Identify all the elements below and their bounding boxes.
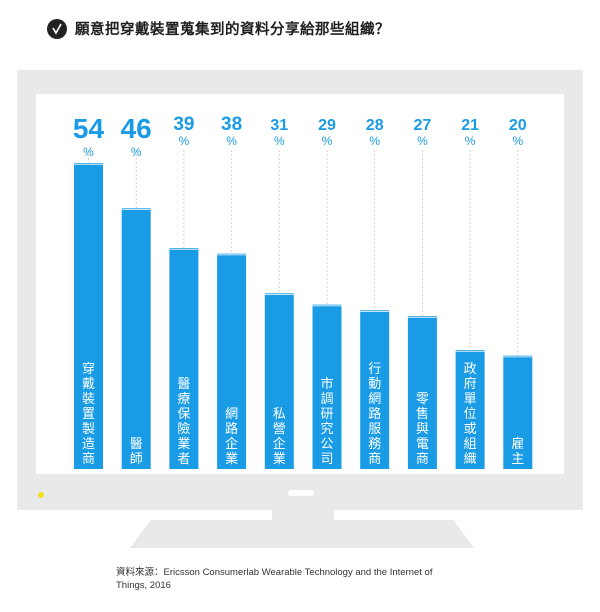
bar [312, 304, 342, 469]
bar [169, 248, 199, 469]
category-label: 雇主 [511, 436, 524, 467]
data-label: 29 [318, 117, 336, 134]
unit-label: % [369, 134, 380, 148]
data-label: 39 [173, 114, 194, 135]
unit-label: % [226, 134, 237, 148]
bar [455, 350, 485, 469]
unit-label: % [512, 134, 523, 148]
bar [264, 293, 294, 469]
data-label: 54 [73, 113, 105, 144]
category-label: 私營企業 [273, 407, 286, 467]
data-label: 27 [414, 117, 432, 134]
bar [217, 253, 247, 469]
check-icon [47, 18, 67, 39]
unit-label: % [465, 134, 476, 148]
bar [74, 163, 103, 469]
data-label: 46 [121, 113, 152, 144]
monitor-stand-neck [272, 510, 334, 528]
unit-label: % [417, 134, 428, 148]
unit-label: % [322, 134, 333, 148]
unit-label: % [83, 145, 94, 159]
source-note: 資料來源：Ericsson Consumerlab Wearable Techn… [116, 567, 433, 591]
category-label: 網路企業 [225, 407, 238, 467]
category-label: 行動網路服務商 [368, 362, 381, 467]
category-label: 穿戴裝置製造商 [82, 361, 95, 467]
data-label: 38 [221, 114, 242, 135]
category-label: 零售與電商 [416, 392, 429, 467]
data-label: 31 [270, 117, 288, 134]
data-label: 21 [461, 117, 479, 134]
data-label: 20 [509, 117, 527, 134]
power-led [38, 492, 44, 498]
unit-label: % [179, 134, 190, 148]
unit-label: % [131, 145, 142, 159]
chart-header: 願意把穿戴裝置蒐集到的資料分享給那些組織？ [47, 18, 390, 39]
category-label: 市調研究公司 [320, 376, 333, 467]
category-label: 醫療保險業者 [177, 377, 190, 467]
unit-label: % [274, 134, 285, 148]
category-label: 政府單位或組織 [464, 362, 477, 467]
bar [360, 310, 390, 469]
bar [407, 316, 437, 469]
power-button [288, 490, 314, 496]
chart-title: 願意把穿戴裝置蒐集到的資料分享給那些組織？ [75, 22, 390, 38]
category-label: 醫師 [130, 437, 143, 467]
data-label: 28 [366, 117, 384, 134]
bar [503, 355, 533, 469]
bar [121, 208, 151, 470]
